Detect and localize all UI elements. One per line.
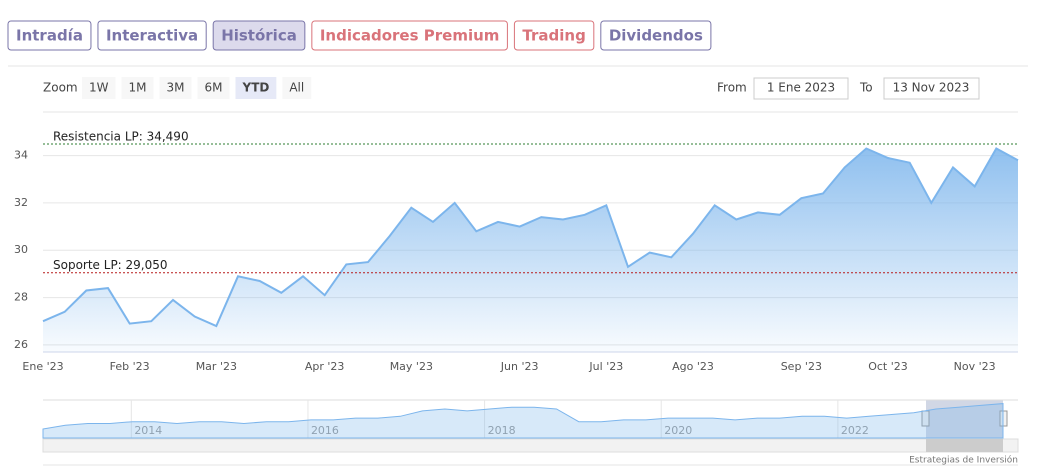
- zoom-label: Zoom: [43, 81, 78, 95]
- to-label: To: [859, 81, 873, 95]
- scrollbar[interactable]: [42, 438, 1019, 453]
- plot-line-label: Resistencia LP: 34,490: [53, 129, 189, 143]
- y-tick-label: 32: [14, 196, 28, 209]
- zoom-button-label[interactable]: 1M: [129, 81, 147, 95]
- navigator-area: [42, 403, 1004, 439]
- x-tick-label: May '23: [390, 360, 433, 373]
- zoom-button[interactable]: [121, 77, 154, 99]
- area: [43, 148, 1018, 352]
- navigator-tick-label: 2014: [134, 424, 162, 437]
- zoom-button[interactable]: [82, 77, 116, 99]
- navigator-tick-label: 2018: [488, 424, 516, 437]
- tab[interactable]: [97, 20, 207, 51]
- plot-line-label: Soporte LP: 29,050: [53, 258, 168, 272]
- y-tick-label: 30: [14, 243, 28, 256]
- zoom-button-label[interactable]: All: [289, 81, 304, 95]
- line: [42, 147, 1019, 328]
- from-input[interactable]: [753, 77, 849, 100]
- x-tick-label: Apr '23: [305, 360, 345, 373]
- to-input[interactable]: [883, 77, 980, 100]
- zoom-button[interactable]: [282, 77, 312, 99]
- tab-label[interactable]: Histórica: [221, 27, 297, 45]
- from-label: From: [717, 81, 747, 95]
- navigator-tick-label: 2022: [841, 424, 869, 437]
- navigator-tick-label: 2016: [311, 424, 339, 437]
- y-tick-label: 34: [14, 149, 28, 162]
- tab-label[interactable]: Dividendos: [609, 27, 703, 45]
- zoom-button[interactable]: [159, 77, 192, 99]
- zoom-button-label[interactable]: YTD: [242, 81, 270, 95]
- x-tick-label: Oct '23: [868, 360, 908, 373]
- zoom-button-label[interactable]: 6M: [205, 81, 223, 95]
- tab[interactable]: [513, 20, 595, 51]
- tab-label[interactable]: Interactiva: [106, 27, 198, 45]
- tab[interactable]: [311, 20, 508, 51]
- y-tick-label: 28: [14, 291, 28, 304]
- x-tick-label: Ene '23: [22, 360, 63, 373]
- to-value: 13 Nov 2023: [893, 81, 970, 95]
- x-tick-label: Nov '23: [954, 360, 996, 373]
- credits: Estrategias de Inversión: [909, 455, 1018, 466]
- x-tick-label: Feb '23: [110, 360, 150, 373]
- tab-label[interactable]: Indicadores Premium: [320, 27, 500, 45]
- x-tick-label: Sep '23: [781, 360, 822, 373]
- zoom-button[interactable]: [235, 77, 277, 99]
- x-tick-label: Jun '23: [500, 360, 539, 373]
- x-tick-label: Mar '23: [196, 360, 237, 373]
- zoom-button-label[interactable]: 1W: [89, 81, 109, 95]
- zoom-button-label[interactable]: 3M: [167, 81, 185, 95]
- navigator-tick-label: 2020: [664, 424, 692, 437]
- zoom-button[interactable]: [197, 77, 230, 99]
- tab-label[interactable]: Trading: [522, 27, 585, 45]
- scrollbar-thumb[interactable]: [926, 439, 1003, 452]
- tab[interactable]: [600, 20, 712, 51]
- from-value: 1 Ene 2023: [767, 81, 835, 95]
- tab[interactable]: [212, 20, 306, 51]
- y-tick-label: 26: [14, 338, 28, 351]
- tab-label[interactable]: Intradía: [16, 27, 83, 45]
- x-tick-label: Ago '23: [672, 360, 714, 373]
- tab[interactable]: [7, 20, 92, 51]
- x-tick-label: Jul '23: [588, 360, 623, 373]
